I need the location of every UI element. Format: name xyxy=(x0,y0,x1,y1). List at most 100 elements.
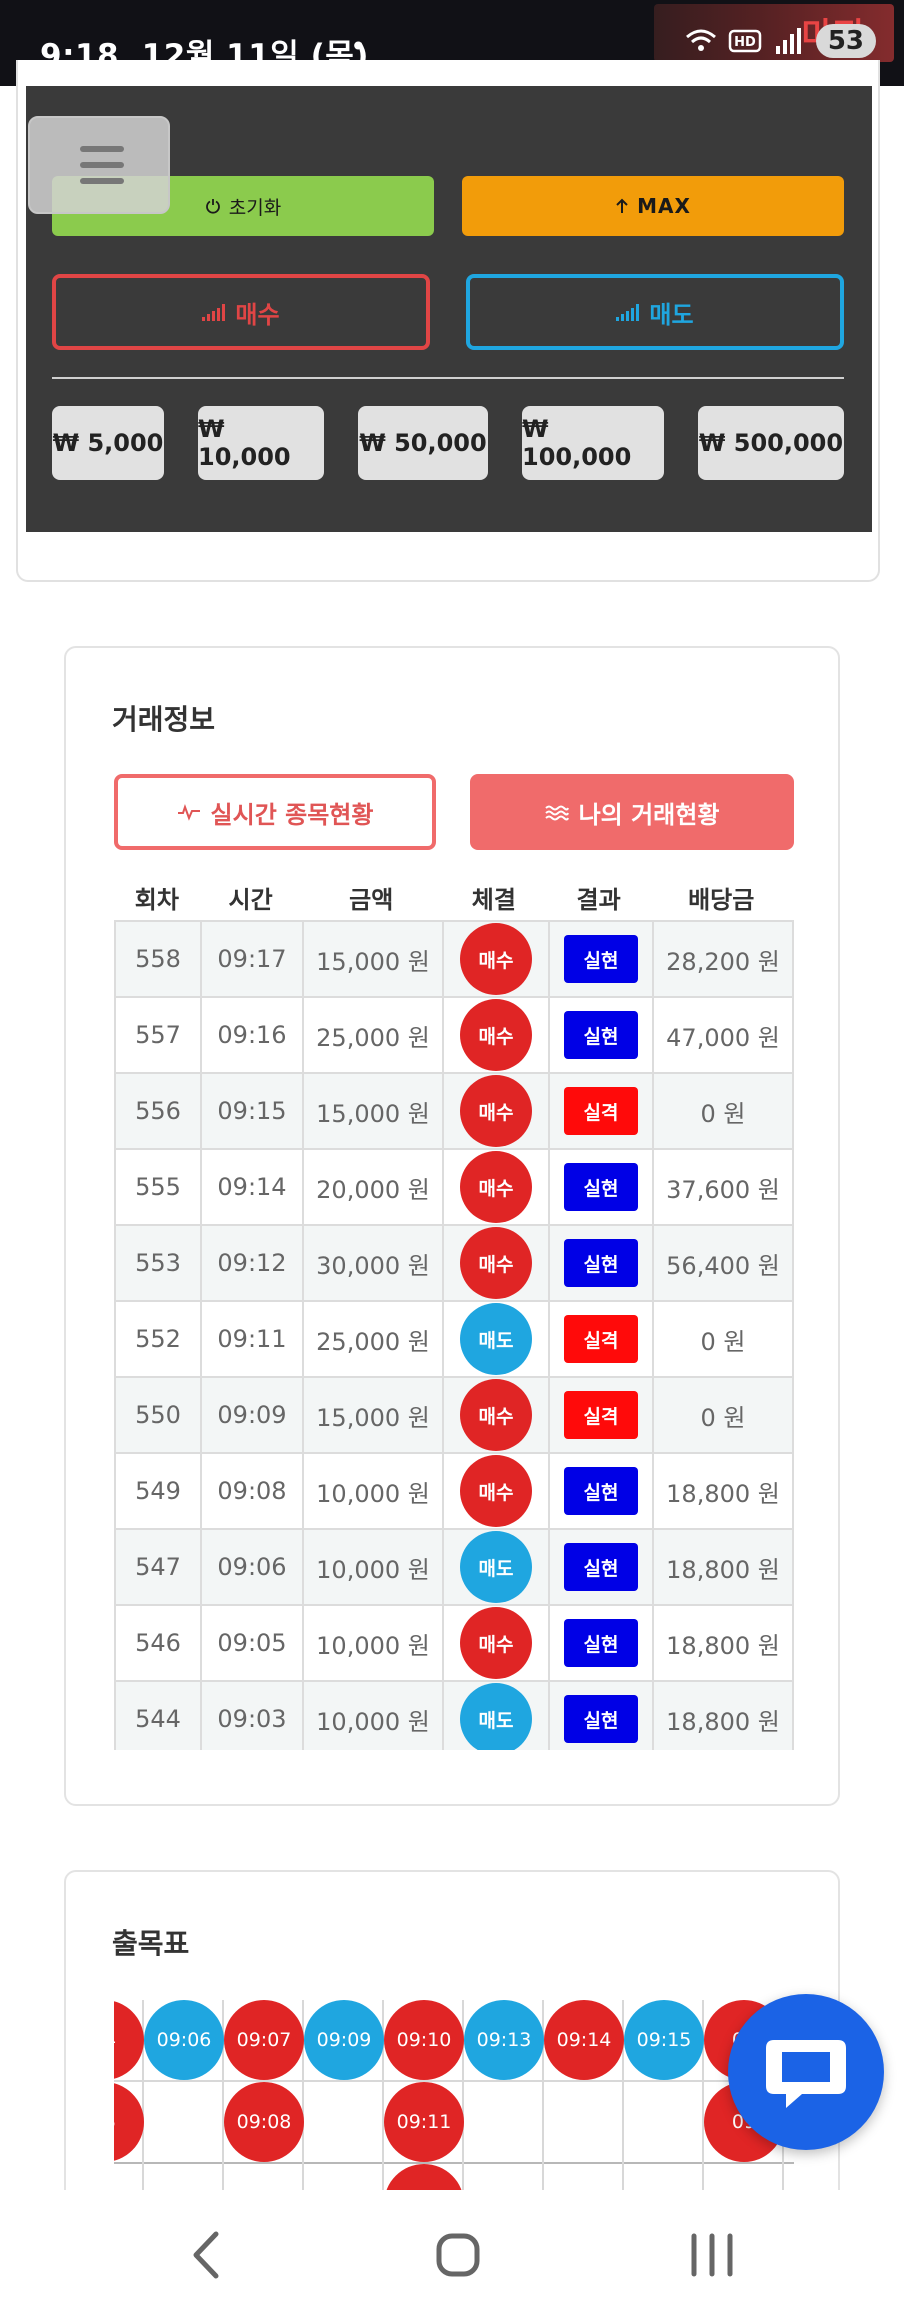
sell-button[interactable]: 매도 xyxy=(466,274,844,350)
recents-icon[interactable] xyxy=(672,2220,752,2290)
svg-text:HD: HD xyxy=(734,35,756,50)
result-realized-badge: 실현 xyxy=(564,1239,638,1287)
draw-column xyxy=(144,2000,224,2260)
status-icons: HD 53 xyxy=(684,24,876,58)
cell-result: 실현 xyxy=(548,1226,652,1300)
cell-payout: 37,600 원 xyxy=(652,1150,794,1224)
draw-column xyxy=(304,2000,384,2260)
wifi-icon xyxy=(685,29,716,51)
cell-time: 09:09 xyxy=(200,1378,302,1452)
menu-icon-bar xyxy=(80,162,124,168)
table-row: 544 09:03 10,000 원 매도 실현 18,800 원 xyxy=(114,1682,794,1750)
trade-info-card: 거래정보 실시간 종목현황 나의 거래현황 회차 시간 금액 체결 결과 배당금… xyxy=(64,646,840,1806)
result-realized-badge: 실현 xyxy=(564,1619,638,1667)
cell-amount: 15,000 원 xyxy=(302,1378,442,1452)
cell-time: 09:15 xyxy=(200,1074,302,1148)
buy-label: 매수 xyxy=(235,300,280,329)
result-realized-badge: 실현 xyxy=(564,1163,638,1211)
draw-ball-sell: 09:13 xyxy=(464,2000,544,2080)
arrow-up-icon xyxy=(616,198,628,213)
cell-amount: 10,000 원 xyxy=(302,1606,442,1680)
cell-round: 552 xyxy=(114,1302,200,1376)
menu-button[interactable] xyxy=(28,116,170,214)
battery-badge: 53 xyxy=(815,24,876,58)
buy-badge: 매수 xyxy=(460,923,532,995)
cell-time: 09:06 xyxy=(200,1530,302,1604)
tab-live-status[interactable]: 실시간 종목현황 xyxy=(114,774,436,850)
buy-badge: 매수 xyxy=(460,1151,532,1223)
hd-icon: HD xyxy=(728,29,762,53)
power-icon xyxy=(205,199,220,214)
cell-payout: 0 원 xyxy=(652,1302,794,1376)
cell-payout: 28,200 원 xyxy=(652,922,794,996)
signal-icon xyxy=(775,28,801,54)
menu-icon-bar xyxy=(80,178,124,184)
cell-time: 09:11 xyxy=(200,1302,302,1376)
table-row: 546 09:05 10,000 원 매수 실현 18,800 원 xyxy=(114,1606,794,1682)
cell-round: 544 xyxy=(114,1682,200,1750)
header-result: 결과 xyxy=(576,886,621,914)
waves-icon xyxy=(544,805,569,821)
reset-label: 초기화 xyxy=(228,196,282,219)
amount-button-100000[interactable]: ₩ 100,000 xyxy=(522,406,664,480)
cell-round: 557 xyxy=(114,998,200,1072)
result-realized-badge: 실현 xyxy=(564,935,638,983)
table-header: 회차 시간 금액 체결 결과 배당금 xyxy=(114,880,792,918)
tab-my-trades[interactable]: 나의 거래현황 xyxy=(470,774,794,850)
table-row: 549 09:08 10,000 원 매수 실현 18,800 원 xyxy=(114,1454,794,1530)
cell-payout: 56,400 원 xyxy=(652,1226,794,1300)
cell-payout: 0 원 xyxy=(652,1378,794,1452)
cell-time: 09:17 xyxy=(200,922,302,996)
trade-table[interactable]: 558 09:17 15,000 원 매수 실현 28,200 원 557 09:16 25,0… xyxy=(114,920,794,1750)
grid-line xyxy=(114,2162,794,2164)
draw-table-title: 출목표 xyxy=(112,1927,190,1960)
buy-button[interactable]: 매수 xyxy=(52,274,430,350)
header-payout: 배당금 xyxy=(688,886,755,914)
chat-bubble-icon xyxy=(766,2040,846,2108)
home-icon[interactable] xyxy=(418,2220,498,2290)
cell-result: 실격 xyxy=(548,1302,652,1376)
cell-result: 실현 xyxy=(548,1606,652,1680)
signal-bars-icon xyxy=(616,303,640,321)
cell-round: 547 xyxy=(114,1530,200,1604)
result-disqualified-badge: 실격 xyxy=(564,1315,638,1363)
cell-time: 09:12 xyxy=(200,1226,302,1300)
cell-amount: 15,000 원 xyxy=(302,922,442,996)
tab-live-label: 실시간 종목현황 xyxy=(210,800,374,829)
pulse-icon xyxy=(177,803,200,821)
cell-amount: 25,000 원 xyxy=(302,1302,442,1376)
cell-side: 매수 xyxy=(442,1074,548,1148)
cell-amount: 10,000 원 xyxy=(302,1454,442,1528)
result-realized-badge: 실현 xyxy=(564,1695,638,1743)
chat-button[interactable] xyxy=(728,1994,884,2150)
table-row: 550 09:09 15,000 원 매수 실격 0 원 xyxy=(114,1378,794,1454)
table-row: 547 09:06 10,000 원 매도 실현 18,800 원 xyxy=(114,1530,794,1606)
cell-payout: 18,800 원 xyxy=(652,1454,794,1528)
cell-time: 09:16 xyxy=(200,998,302,1072)
amount-button-50000[interactable]: ₩ 50,000 xyxy=(358,406,488,480)
draw-column xyxy=(624,2000,704,2260)
cell-round: 553 xyxy=(114,1226,200,1300)
max-button[interactable]: MAX xyxy=(462,176,844,236)
cell-result: 실현 xyxy=(548,1530,652,1604)
amount-button-10000[interactable]: ₩ 10,000 xyxy=(198,406,324,480)
divider xyxy=(52,377,844,379)
cell-side: 매수 xyxy=(442,922,548,996)
result-realized-badge: 실현 xyxy=(564,1011,638,1059)
draw-ball-sell: 09:15 xyxy=(624,2000,704,2080)
result-disqualified-badge: 실격 xyxy=(564,1087,638,1135)
amount-button-5000[interactable]: ₩ 5,000 xyxy=(52,406,164,480)
cell-side: 매수 xyxy=(442,998,548,1072)
menu-icon xyxy=(80,146,124,152)
header-time: 시간 xyxy=(228,886,273,914)
cell-side: 매수 xyxy=(442,1454,548,1528)
cell-time: 09:05 xyxy=(200,1606,302,1680)
max-label: MAX xyxy=(637,194,691,218)
cell-result: 실격 xyxy=(548,1378,652,1452)
tab-mine-label: 나의 거래현황 xyxy=(578,800,720,829)
back-icon[interactable] xyxy=(166,2220,246,2290)
sell-badge: 매도 xyxy=(460,1531,532,1603)
amount-button-500000[interactable]: ₩ 500,000 xyxy=(698,406,844,480)
cell-amount: 10,000 원 xyxy=(302,1530,442,1604)
sell-badge: 매도 xyxy=(460,1303,532,1375)
